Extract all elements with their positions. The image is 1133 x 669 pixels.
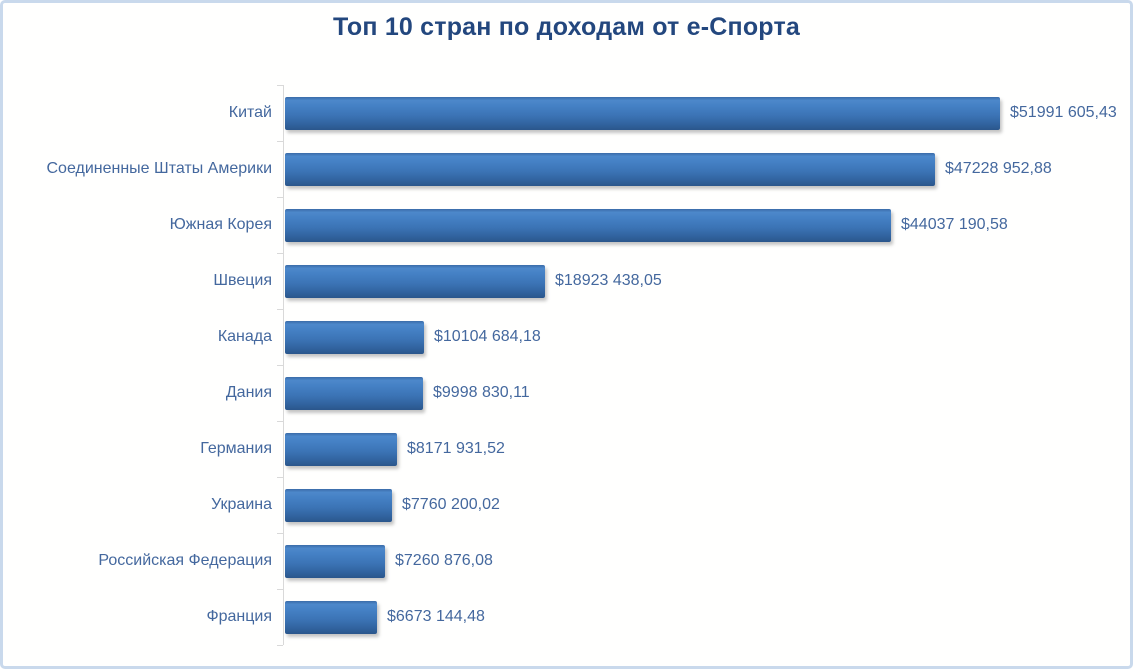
chart-row: Украина $7760 200,02 [3, 477, 1130, 533]
category-label: Франция [206, 608, 272, 625]
category-label: Российская Федерация [98, 552, 272, 569]
category-label: Китай [228, 104, 272, 121]
category-label: Канада [217, 328, 272, 345]
category-label: Соединенные Штаты Америки [46, 160, 273, 177]
axis-tick [277, 253, 283, 254]
axis-tick [277, 645, 283, 646]
bar[interactable] [285, 320, 424, 354]
bar[interactable] [285, 432, 397, 466]
category-label: Украина [211, 496, 272, 513]
category-axis-line [283, 85, 284, 645]
axis-tick [277, 477, 283, 478]
axis-tick [277, 365, 283, 366]
data-label: $10104 684,18 [434, 328, 541, 345]
chart-row: Швеция $18923 438,05 [3, 253, 1130, 309]
category-label: Швеция [213, 272, 272, 289]
chart-title: Топ 10 стран по доходам от е-Спорта [333, 13, 800, 41]
axis-tick [277, 85, 283, 86]
axis-tick [277, 533, 283, 534]
data-label: $6673 144,48 [387, 608, 485, 625]
chart-row: Германия $8171 931,52 [3, 421, 1130, 477]
axis-tick [277, 197, 283, 198]
chart-row: Российская Федерация $7260 876,08 [3, 533, 1130, 589]
axis-tick [277, 309, 283, 310]
bar[interactable] [285, 264, 545, 298]
data-label: $47228 952,88 [945, 160, 1052, 177]
axis-tick [277, 141, 283, 142]
chart-row: Канада $10104 684,18 [3, 309, 1130, 365]
chart-row: Китай $51991 605,43 [3, 85, 1130, 141]
chart-row: Дания $9998 830,11 [3, 365, 1130, 421]
category-label: Южная Корея [169, 216, 272, 233]
bar[interactable] [285, 96, 1000, 130]
data-label: $51991 605,43 [1010, 104, 1117, 121]
bar[interactable] [285, 544, 385, 578]
category-label: Германия [200, 440, 272, 457]
bar[interactable] [285, 208, 891, 242]
bar[interactable] [285, 376, 423, 410]
data-label: $7260 876,08 [395, 552, 493, 569]
bar[interactable] [285, 488, 392, 522]
bar[interactable] [285, 600, 377, 634]
axis-tick [277, 589, 283, 590]
bar[interactable] [285, 152, 935, 186]
axis-tick [277, 421, 283, 422]
plot-area: Китай $51991 605,43 Соединенные Штаты Амер… [3, 85, 1130, 645]
data-label: $7760 200,02 [402, 496, 500, 513]
data-label: $9998 830,11 [433, 384, 530, 401]
data-label: $8171 931,52 [407, 440, 505, 457]
category-label: Дания [225, 384, 272, 401]
chart-row: Южная Корея $44037 190,58 [3, 197, 1130, 253]
data-label: $18923 438,05 [555, 272, 662, 289]
chart-row: Франция $6673 144,48 [3, 589, 1130, 645]
chart-row: Соединенные Штаты Америки $47228 952,88 [3, 141, 1130, 197]
data-label: $44037 190,58 [901, 216, 1008, 233]
